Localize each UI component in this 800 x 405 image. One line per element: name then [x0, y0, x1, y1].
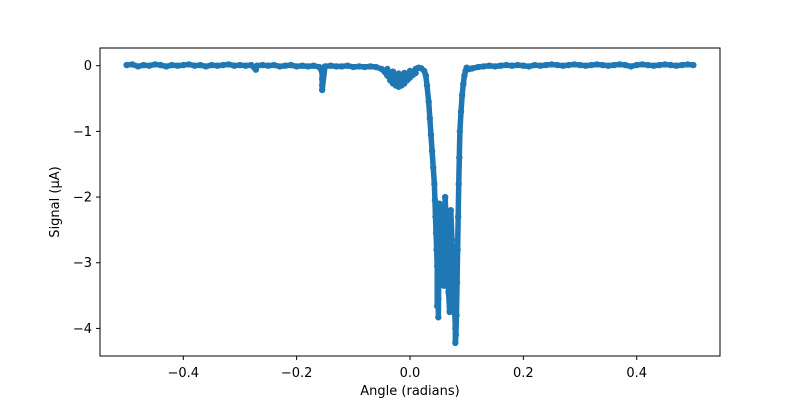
x-tick-label: −0.2: [281, 366, 313, 381]
y-axis-label: Signal (μA): [48, 166, 63, 237]
x-tick-label: 0.2: [513, 366, 534, 381]
y-tick-label: −3: [73, 256, 92, 271]
y-tick-label: −2: [73, 191, 92, 206]
data-points: [123, 61, 697, 347]
x-tick-label: −0.4: [168, 366, 200, 381]
y-tick-label: 0: [84, 59, 92, 74]
plot-frame: [99, 47, 721, 357]
y-tick-label: −4: [73, 322, 92, 337]
y-tick-label: −1: [73, 125, 92, 140]
x-tick-label: 0.0: [400, 366, 421, 381]
y-axis: 0 −1 −2 −3 −4: [73, 59, 100, 337]
x-axis: −0.4 −0.2 0.0 0.2 0.4: [168, 356, 647, 381]
data-trace: [123, 61, 697, 346]
x-tick-label: 0.4: [626, 366, 647, 381]
x-axis-label: Angle (radians): [360, 384, 459, 399]
